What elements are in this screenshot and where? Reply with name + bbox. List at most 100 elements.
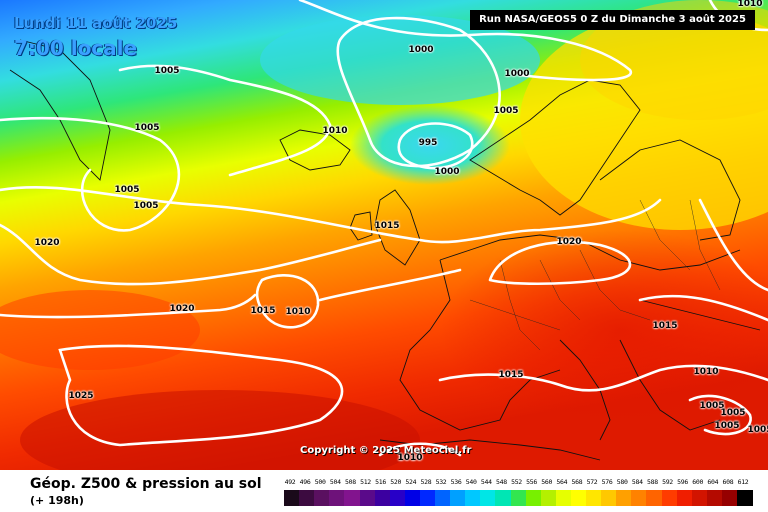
isobar-label: 1010 bbox=[322, 126, 348, 136]
isobar-label: 1010 bbox=[397, 453, 423, 463]
scale-swatch bbox=[586, 490, 602, 506]
scale-swatch bbox=[510, 490, 527, 506]
isobar-label: 1025 bbox=[68, 391, 94, 401]
isobar-label: 1005 bbox=[114, 185, 140, 195]
scale-tick-label: 576 bbox=[601, 478, 613, 486]
isobar-label: 1005 bbox=[699, 401, 725, 411]
scale-swatch bbox=[374, 490, 391, 506]
scale-swatch bbox=[676, 490, 693, 506]
scale-tick-label: 532 bbox=[435, 478, 447, 486]
scale-tick-label: 500 bbox=[314, 478, 326, 486]
isobar-label: 1010 bbox=[693, 367, 719, 377]
scale-swatch bbox=[601, 490, 617, 506]
scale-tick-label: 612 bbox=[737, 478, 749, 486]
scale-swatch bbox=[480, 490, 496, 506]
scale-swatch bbox=[631, 490, 647, 506]
scale-swatch bbox=[555, 490, 572, 506]
scale-swatch bbox=[329, 490, 345, 506]
isobar-label: 1005 bbox=[720, 408, 746, 418]
scale-tick-label: 572 bbox=[586, 478, 598, 486]
scale-swatch bbox=[359, 490, 376, 506]
z500-low-atlantic bbox=[350, 105, 510, 185]
z500-heat-south bbox=[20, 390, 420, 470]
scale-swatch bbox=[314, 490, 330, 506]
scale-swatch bbox=[389, 490, 406, 506]
isobars bbox=[0, 0, 768, 455]
legend-subtitle: (+ 198h) bbox=[30, 494, 84, 507]
scale-tick-label: 492 bbox=[284, 478, 296, 486]
isobar-label: 1015 bbox=[374, 221, 400, 231]
isobar-label: 995 bbox=[418, 138, 438, 148]
scale-tick-label: 596 bbox=[677, 478, 689, 486]
isobar-label: 1015 bbox=[498, 370, 524, 380]
scale-tick-label: 560 bbox=[541, 478, 553, 486]
isobar-label: 1015 bbox=[652, 321, 678, 331]
scale-tick-label: 608 bbox=[722, 478, 734, 486]
scale-tick-label: 592 bbox=[662, 478, 673, 486]
isobar-label: 1000 bbox=[408, 45, 434, 55]
scale-swatch bbox=[691, 490, 708, 506]
scale-tick-label: 544 bbox=[480, 478, 492, 486]
scale-tick-label: 496 bbox=[299, 478, 311, 486]
isobar-label: 1005 bbox=[133, 201, 159, 211]
z500-heat-east bbox=[440, 230, 768, 430]
scale-swatch bbox=[525, 490, 542, 506]
forecast-date: Lundi 11 août 2025 bbox=[14, 14, 178, 32]
scale-tick-label: 512 bbox=[360, 478, 371, 486]
scale-swatch bbox=[299, 490, 315, 506]
scale-swatch bbox=[344, 490, 360, 506]
scale-tick-label: 524 bbox=[405, 478, 417, 486]
scale-tick-label: 556 bbox=[526, 478, 538, 486]
scale-tick-label: 528 bbox=[420, 478, 432, 486]
scale-swatch bbox=[616, 490, 632, 506]
color-scale: 492 496 500 504 508 512 516 520 524 528 532 536 540 5… bbox=[284, 478, 753, 510]
scale-tick-label: 548 bbox=[495, 478, 507, 486]
isobar-label: 1000 bbox=[504, 69, 530, 79]
scale-tick-label: 584 bbox=[631, 478, 643, 486]
scale-swatch bbox=[540, 490, 557, 506]
scale-swatch bbox=[419, 490, 436, 506]
isobar-label: 1020 bbox=[169, 304, 195, 314]
scale-swatch bbox=[404, 490, 421, 506]
geopotential-map bbox=[0, 0, 768, 470]
scale-swatch bbox=[721, 490, 738, 506]
scale-tick-label: 600 bbox=[692, 478, 704, 486]
legend-footer: Géop. Z500 & pression au sol (+ 198h) 49… bbox=[0, 470, 768, 512]
scale-tick-label: 604 bbox=[707, 478, 719, 486]
scale-swatch bbox=[661, 490, 678, 506]
scale-swatch bbox=[570, 490, 587, 506]
isobar-label: 1005 bbox=[493, 106, 519, 116]
scale-tick-label: 516 bbox=[375, 478, 387, 486]
scale-swatch bbox=[706, 490, 723, 506]
scale-swatch bbox=[646, 490, 662, 506]
isobar-label: 1010 bbox=[285, 307, 311, 317]
copyright-notice: Copyright © 2025 Meteociel.fr bbox=[300, 445, 472, 456]
country-borders bbox=[469, 199, 721, 351]
scale-tick-label: 580 bbox=[616, 478, 628, 486]
run-info-banner: Run NASA/GEOS5 0 Z du Dimanche 3 août 20… bbox=[470, 10, 755, 30]
scale-tick-label: 568 bbox=[571, 478, 583, 486]
scale-swatch bbox=[284, 490, 300, 506]
isobar-label: 1010 bbox=[737, 0, 763, 9]
forecast-time: 7:00 locale bbox=[14, 36, 138, 60]
scale-swatch bbox=[737, 490, 753, 506]
isobar-label: 1020 bbox=[34, 238, 60, 248]
scale-tick-label: 540 bbox=[465, 478, 477, 486]
scale-tick-label: 508 bbox=[344, 478, 356, 486]
z500-heat-west bbox=[0, 290, 200, 370]
isobar-label: 1015 bbox=[250, 306, 276, 316]
scale-tick-label: 564 bbox=[556, 478, 568, 486]
isobar-label: 1005 bbox=[714, 421, 740, 431]
scale-tick-label: 588 bbox=[646, 478, 658, 486]
scale-tick-label: 552 bbox=[511, 478, 522, 486]
isobar-label: 1005 bbox=[154, 66, 180, 76]
legend-title: Géop. Z500 & pression au sol bbox=[30, 476, 262, 492]
scale-swatch bbox=[465, 490, 481, 506]
scale-swatch bbox=[435, 490, 451, 506]
z500-ridge-north-core bbox=[580, 0, 768, 120]
isobar-label: 1000 bbox=[434, 167, 460, 177]
scale-swatch bbox=[450, 490, 466, 506]
scale-tick-label: 536 bbox=[450, 478, 462, 486]
isobar-label: 1005 bbox=[134, 123, 160, 133]
